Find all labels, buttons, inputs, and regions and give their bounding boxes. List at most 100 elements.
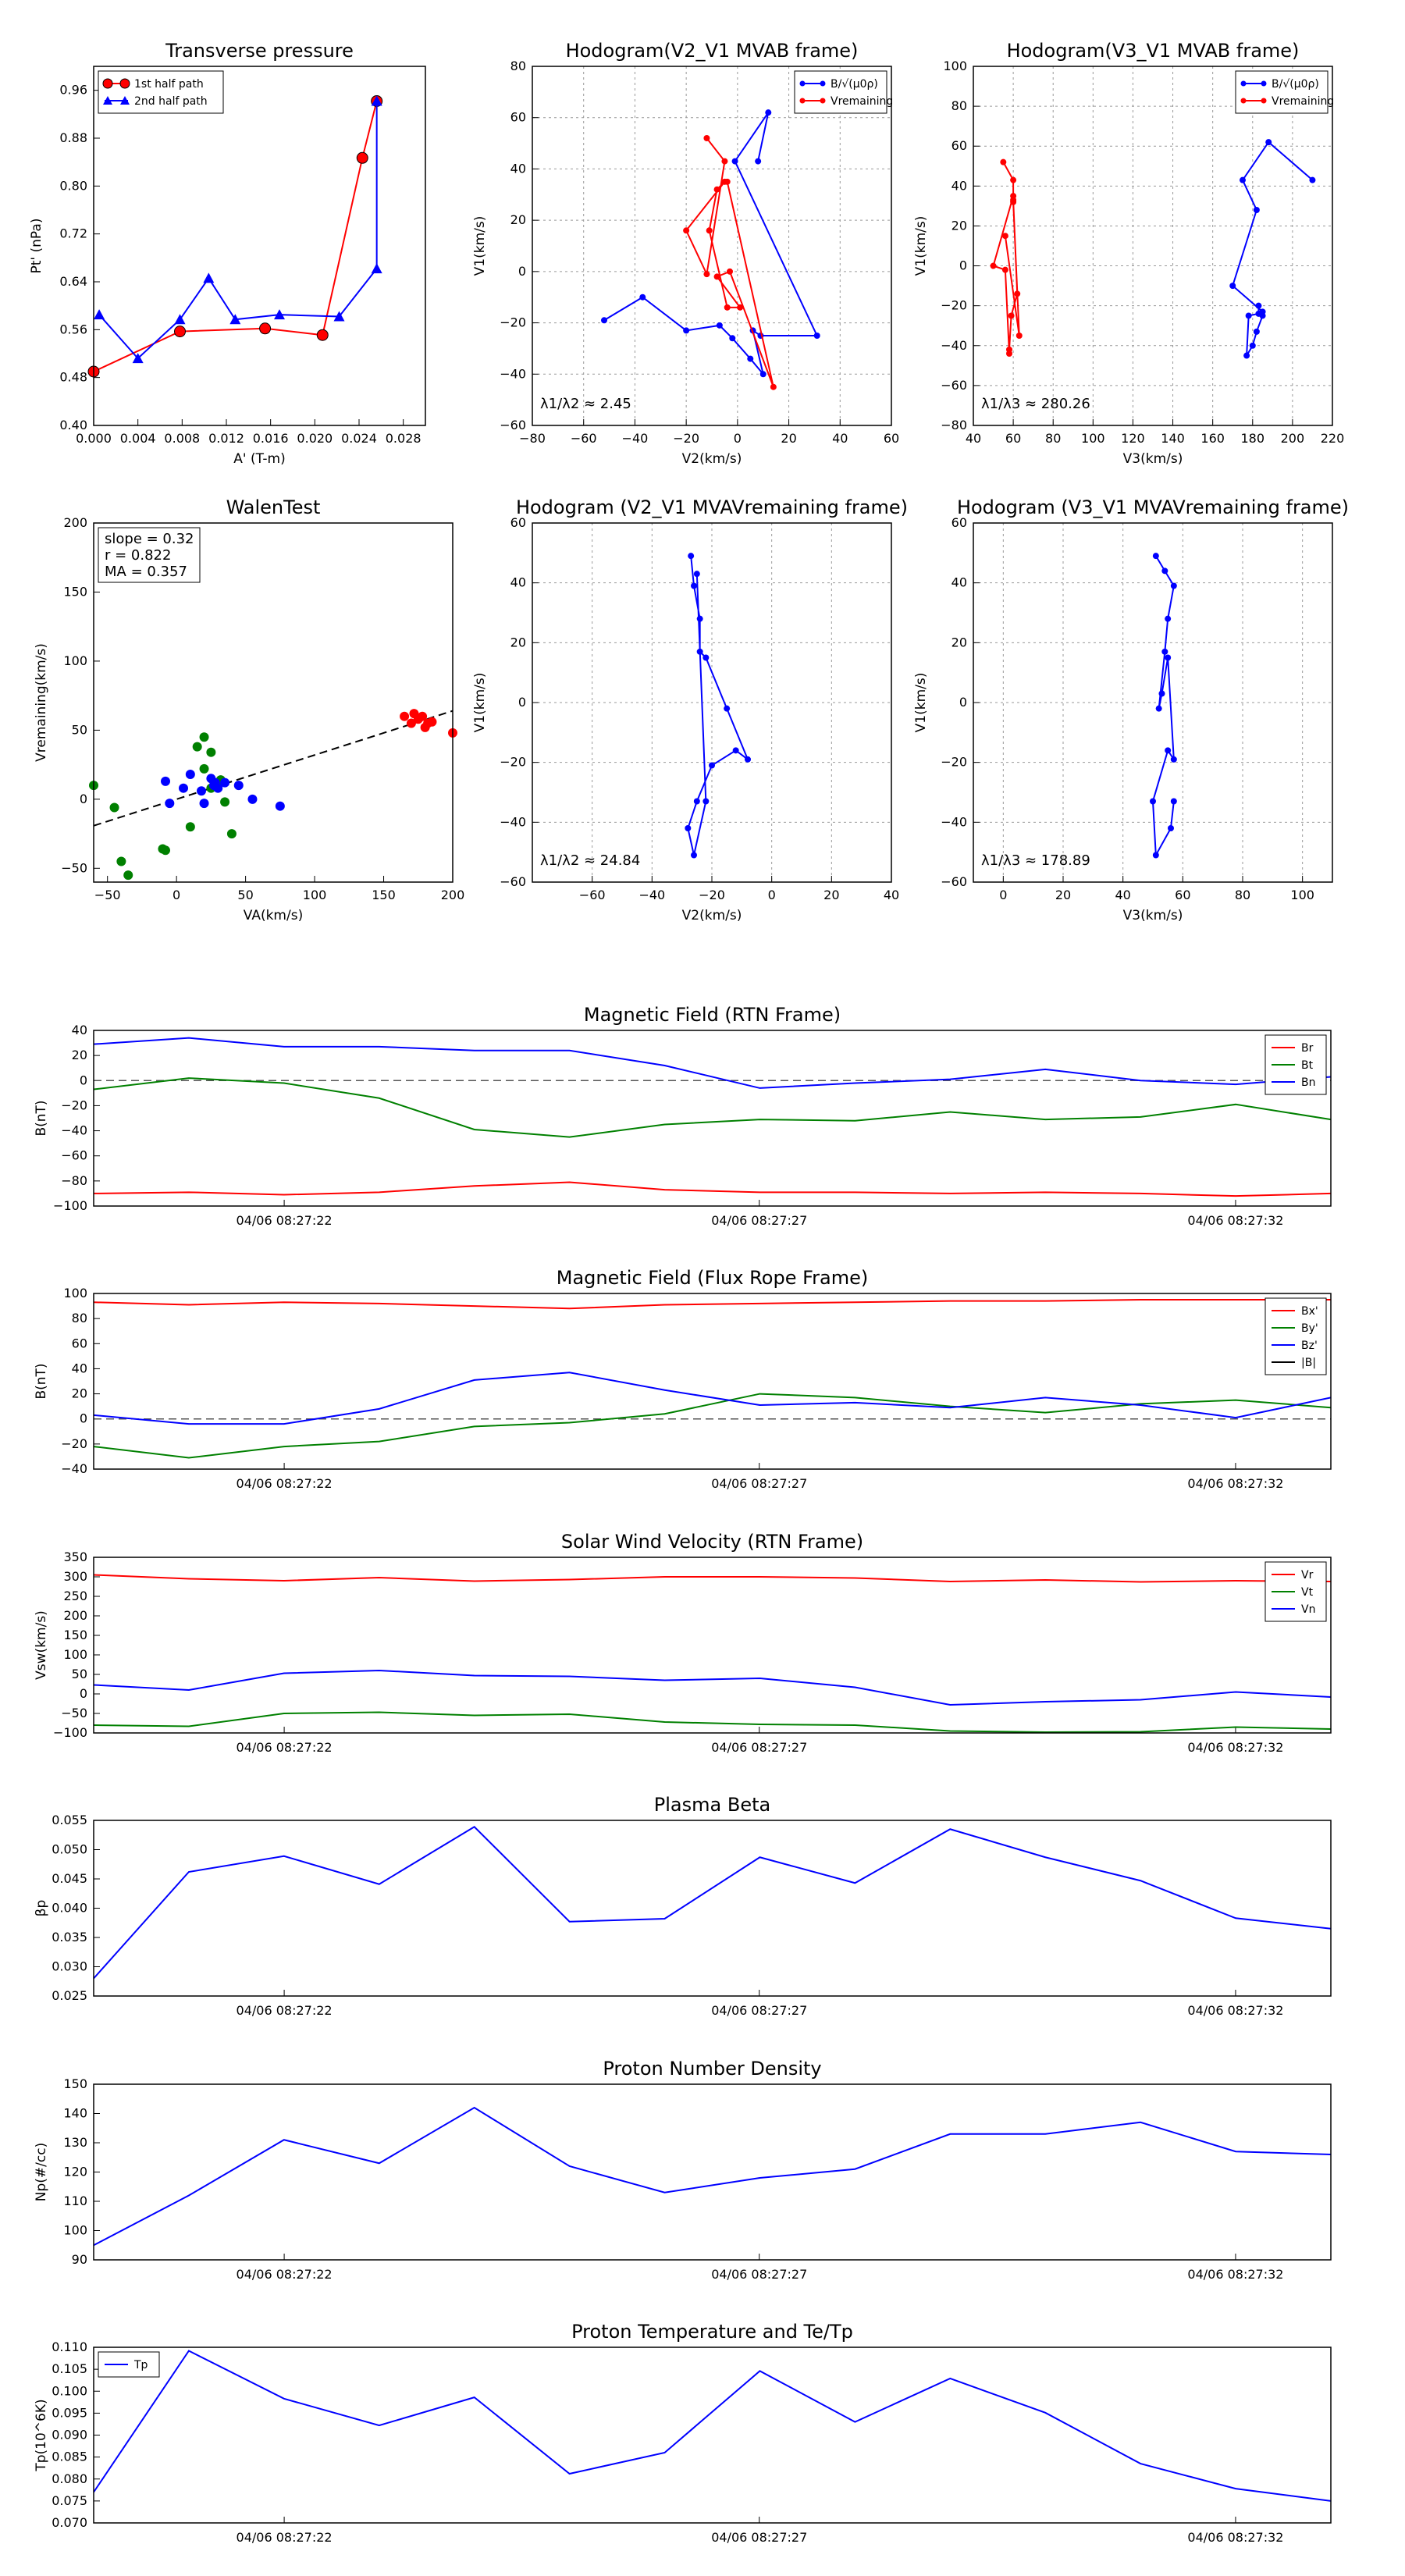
y-tick-label: 0 [518,264,526,279]
hodogram-point [759,371,767,378]
hodogram-point [702,798,710,805]
hodogram-point [755,158,762,165]
legend-marker [103,96,112,105]
y-tick-label: 0.055 [52,1813,87,1827]
hodogram-point [709,762,715,769]
hodogram-point [990,262,997,269]
y-tick-label: 100 [63,653,87,668]
y-tick-label: −100 [53,1725,87,1740]
legend-label: Bt [1301,1059,1314,1072]
hodogram-point [1014,290,1021,297]
y-tick-label: 150 [63,2076,87,2091]
walen-point [199,732,209,742]
x-tick-label: 60 [1175,888,1190,902]
pressure-point-1st [316,329,329,341]
y-tick-label: 40 [72,1023,87,1037]
y-tick-label: 20 [951,635,967,649]
x-tick-label: 04/06 08:27:27 [711,2267,807,2282]
pressure-point-2nd [274,309,285,320]
chart-panel-2: 40 60 80 100 120 140 160 180 200 220 −80 −60 −40 −20 0… [913,40,1344,467]
y-tick-label: 50 [72,1667,87,1681]
y-tick-label: 0.080 [52,2471,87,2486]
x-axis-label: V3(km/s) [1123,451,1183,467]
y-tick-label: −40 [61,1123,87,1138]
x-tick-label: 200 [441,888,465,902]
axes-frame [93,1557,1332,1734]
hodogram-point [731,158,738,165]
axes-frame [93,1293,1332,1470]
chart-title: Proton Number Density [603,2058,821,2080]
hodogram-point [745,756,751,763]
timeseries-line-0 [93,1574,1332,1583]
y-tick-label: 0.035 [52,1930,87,1944]
legend-marker [1261,98,1267,104]
x-tick-label: 0.024 [341,431,377,446]
walen-point [161,776,170,786]
chart-panel-10: 90 100 110 120 130 140 150 Proton Number Densit… [34,2058,1332,2282]
y-tick-label: 0.48 [59,370,87,385]
hodogram-point [1265,139,1272,146]
walen-point [165,799,175,809]
hodogram-point [1240,176,1246,183]
pressure-point-2nd [371,95,382,106]
axes-frame [93,1030,1332,1207]
x-tick-label: 80 [1045,431,1061,446]
timeseries-line-2 [93,1372,1332,1425]
y-tick-label: 0.100 [52,2383,87,2398]
y-tick-label: −80 [61,1173,87,1188]
eigenvalue-ratio: λ1/λ2 ≈ 2.45 [540,396,631,412]
walen-point [192,742,202,752]
y-axis-label: Np(#/cc) [34,2143,49,2201]
hodogram-point [713,186,720,193]
x-tick-label: 120 [1121,431,1145,446]
axes-frame [532,66,892,426]
y-tick-label: 200 [63,1608,87,1623]
hodogram-point [1152,553,1159,560]
y-tick-label: 90 [72,2252,87,2267]
legend-marker [119,78,130,89]
y-tick-label: 0 [80,1073,87,1087]
y-tick-label: −100 [53,1198,87,1213]
hodogram-point [1309,176,1316,183]
x-tick-label: 04/06 08:27:27 [711,1740,807,1755]
chart-title: WalenTest [226,496,321,518]
x-tick-label: −80 [519,431,546,446]
y-tick-label: 0 [959,695,967,710]
chart-panel-8: −100 −50 0 50 100 150 200 250 300 350 Solar Wind V… [34,1531,1332,1755]
hodogram-point [1008,312,1015,319]
y-tick-label: 40 [510,575,526,590]
chart-panel-3: −50 0 50 100 150 200 −50 0 50 100 150 200 WalenTest V… [34,496,464,923]
y-tick-label: 0.105 [52,2361,87,2376]
walen-point [199,799,209,809]
hodogram-point [732,747,739,754]
hodogram-point [703,271,710,278]
legend-box [794,70,887,114]
walen-fit-line [93,710,454,827]
y-tick-label: 0 [80,792,87,806]
hodogram-point [1000,158,1007,165]
x-tick-label: −40 [638,888,665,902]
y-tick-label: −40 [500,814,526,829]
walen-point [406,718,416,728]
walen-point [220,797,230,807]
legend-marker [1261,80,1267,87]
y-tick-label: −60 [941,874,967,889]
legend-label: Bz' [1301,1340,1318,1352]
hodogram-point [724,304,731,311]
hodogram-point [1253,328,1260,335]
x-tick-label: 04/06 08:27:32 [1187,2267,1283,2282]
hodogram-point [691,852,697,859]
walen-point [213,783,223,793]
hodogram-point [1165,615,1172,622]
x-tick-label: 0 [768,888,776,902]
y-tick-label: −40 [500,366,526,381]
hodogram-point [1255,302,1262,309]
y-tick-label: 0.96 [59,83,87,98]
timeseries-line-2 [93,1669,1332,1706]
hodogram-point [724,178,731,185]
x-tick-label: −40 [622,431,649,446]
legend-label: Vn [1301,1603,1315,1616]
y-tick-label: 0.090 [52,2428,87,2443]
